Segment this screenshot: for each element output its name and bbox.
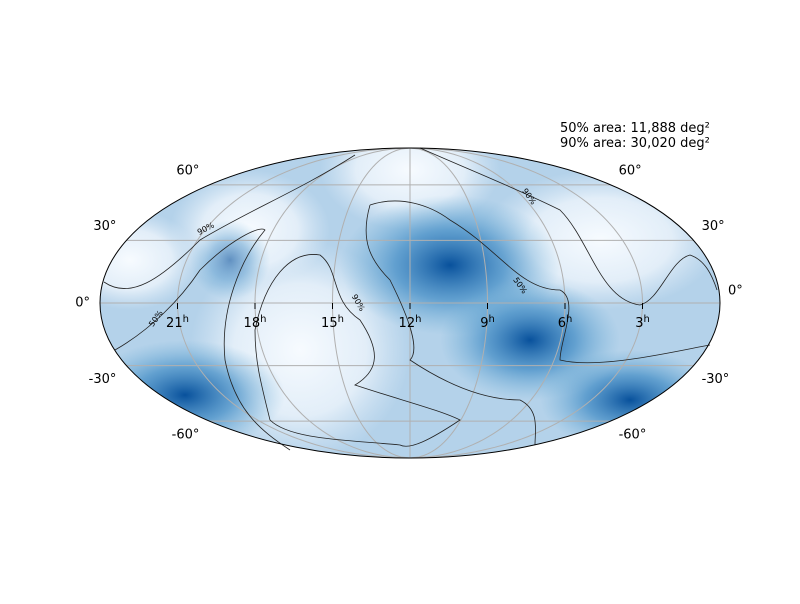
dec-tick-label: -30° <box>89 372 117 387</box>
ra-tick-label: 3h <box>635 314 650 331</box>
dec-tick-label: -30° <box>702 372 730 387</box>
ra-unit: h <box>260 314 266 325</box>
ra-hour: 18 <box>244 316 261 331</box>
dec-tick-label: 30° <box>702 219 725 234</box>
ra-tick-label: 9h <box>480 314 495 331</box>
ra-tick-label: 6h <box>558 314 573 331</box>
ra-tick-label: 21h <box>166 314 189 331</box>
ra-hour: 15 <box>321 316 338 331</box>
ra-unit: h <box>415 314 421 325</box>
ra-tick-label: 12h <box>399 314 422 331</box>
dec-tick-label: 60° <box>619 163 642 178</box>
dec-tick-label: -60° <box>619 428 647 443</box>
annotation: 50% area: 11,888 deg² <box>560 121 710 136</box>
ra-hour: 3 <box>635 316 643 331</box>
ra-hour: 21 <box>166 316 183 331</box>
ra-unit: h <box>566 314 572 325</box>
annotation: 90% area: 30,020 deg² <box>560 136 710 151</box>
ra-tick-label: 15h <box>321 314 344 331</box>
ra-unit: h <box>643 314 649 325</box>
dec-tick-label: 30° <box>93 219 116 234</box>
ra-hour: 9 <box>480 316 488 331</box>
ra-hour: 6 <box>558 316 566 331</box>
dec-tick-label: 0° <box>75 296 90 311</box>
ra-unit: h <box>183 314 189 325</box>
dec-tick-label: 60° <box>176 163 199 178</box>
ra-unit: h <box>338 314 344 325</box>
dec-tick-label: 0° <box>728 284 743 299</box>
ra-tick-label: 18h <box>244 314 267 331</box>
ra-hour: 12 <box>399 316 416 331</box>
map-frame <box>99 147 721 459</box>
contours <box>103 147 718 451</box>
dec-tick-label: -60° <box>172 428 200 443</box>
ra-unit: h <box>488 314 494 325</box>
